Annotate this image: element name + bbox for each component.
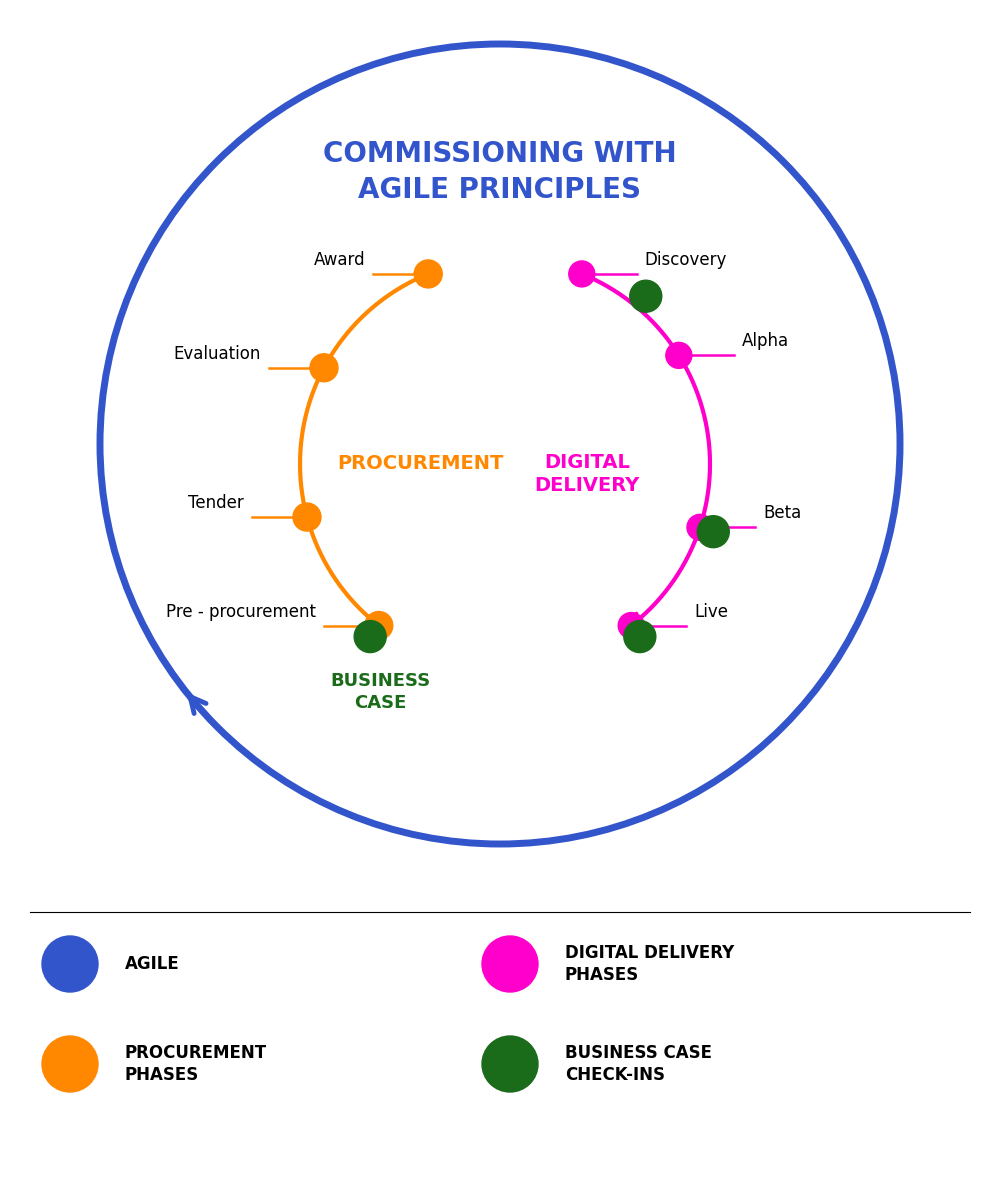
- Circle shape: [687, 515, 713, 541]
- Text: Beta: Beta: [763, 504, 801, 522]
- Text: Pre - procurement: Pre - procurement: [166, 603, 316, 621]
- Circle shape: [618, 613, 644, 639]
- Text: BUSINESS CASE
CHECK-INS: BUSINESS CASE CHECK-INS: [565, 1044, 712, 1084]
- Circle shape: [569, 261, 595, 287]
- Text: Evaluation: Evaluation: [174, 345, 261, 363]
- Text: BUSINESS
CASE: BUSINESS CASE: [330, 671, 430, 712]
- Text: Alpha: Alpha: [742, 332, 789, 350]
- Text: Live: Live: [694, 603, 728, 621]
- Text: Award: Award: [314, 251, 365, 269]
- Text: AGILE: AGILE: [125, 955, 180, 973]
- Circle shape: [365, 611, 393, 640]
- Text: PROCUREMENT: PROCUREMENT: [337, 455, 503, 474]
- Circle shape: [482, 936, 538, 992]
- Circle shape: [414, 260, 442, 288]
- Circle shape: [293, 503, 321, 531]
- Circle shape: [42, 1036, 98, 1093]
- Circle shape: [310, 353, 338, 382]
- Circle shape: [630, 281, 662, 313]
- Text: Tender: Tender: [188, 494, 244, 512]
- Circle shape: [697, 516, 729, 548]
- Circle shape: [482, 1036, 538, 1093]
- Text: COMMISSIONING WITH
AGILE PRINCIPLES: COMMISSIONING WITH AGILE PRINCIPLES: [323, 140, 677, 204]
- Circle shape: [624, 621, 656, 653]
- Text: Discovery: Discovery: [645, 251, 727, 269]
- Circle shape: [666, 343, 692, 369]
- Text: PROCUREMENT
PHASES: PROCUREMENT PHASES: [125, 1044, 267, 1084]
- Circle shape: [354, 621, 386, 653]
- Text: DIGITAL
DELIVERY: DIGITAL DELIVERY: [534, 453, 640, 496]
- Text: DIGITAL DELIVERY
PHASES: DIGITAL DELIVERY PHASES: [565, 944, 734, 984]
- Circle shape: [42, 936, 98, 992]
